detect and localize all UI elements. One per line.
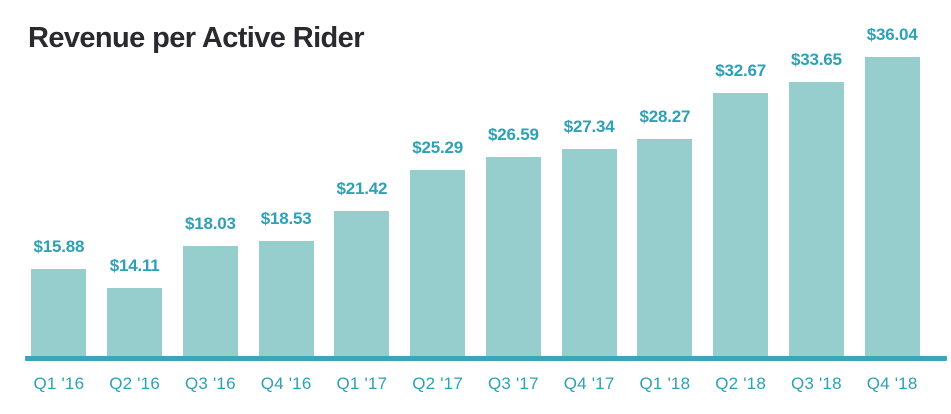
x-tick-label: Q4 '17 (563, 374, 615, 393)
bar-column: $27.34 (551, 117, 627, 357)
bar-value-label: $26.59 (487, 125, 539, 144)
x-tick-label: Q2 '18 (715, 374, 766, 393)
bar-column: $25.29 (400, 138, 476, 357)
bar-value-label: $18.03 (184, 214, 236, 233)
bar-column: $32.67 (703, 61, 779, 357)
bar (107, 288, 163, 357)
x-axis-tick-labels: Q1 '16 Q2 '16 Q3 '16 Q4 '16 Q1 '17 Q2 '17 Q3 '… (21, 374, 930, 394)
x-tick-label: Q1 '18 (639, 374, 691, 393)
chart-title: Revenue per Active Rider (28, 22, 364, 54)
bar (334, 211, 390, 357)
x-tick-label: Q4 '18 (866, 374, 918, 393)
bar-value-label: $15.88 (33, 237, 85, 256)
x-axis-line (25, 356, 947, 361)
bar-value-label: $36.04 (866, 25, 918, 44)
x-tick-label: Q1 '16 (33, 374, 85, 393)
bar-value-label: $28.27 (639, 107, 691, 126)
bar (788, 82, 844, 357)
bar-column: $33.65 (779, 50, 855, 357)
bar-value-label: $21.42 (336, 179, 388, 198)
bar (864, 57, 920, 357)
bar-column: $36.04 (854, 25, 930, 357)
bar (713, 93, 769, 357)
plot-area: $15.88 $14.11 $18.03 $18.53 $21.42 $25.29 $26.… (21, 0, 930, 357)
bar-value-label: $14.11 (109, 256, 160, 275)
bar-column: $21.42 (324, 179, 400, 357)
x-tick-label: Q3 '16 (184, 374, 236, 393)
x-tick-label: Q2 '17 (412, 374, 463, 393)
bar-value-label: $18.53 (260, 209, 312, 228)
bar-column: $18.53 (248, 209, 324, 357)
bar-value-label: $27.34 (563, 117, 615, 136)
bar (182, 246, 238, 357)
x-tick-label: Q4 '16 (260, 374, 312, 393)
bar (258, 241, 314, 357)
bar-column: $26.59 (476, 125, 552, 357)
bar (31, 269, 87, 357)
bar (561, 149, 617, 357)
bar-value-label: $25.29 (412, 138, 464, 157)
bar (485, 157, 541, 357)
x-tick-label: Q3 '18 (790, 374, 842, 393)
bar-value-label: $33.65 (790, 50, 842, 69)
x-tick-label: Q1 '17 (336, 374, 388, 393)
bar (637, 139, 693, 357)
bar-column: $28.27 (627, 107, 703, 357)
x-tick-label: Q3 '17 (487, 374, 539, 393)
bar-value-label: $32.67 (715, 61, 767, 80)
bar-column: $18.03 (173, 214, 249, 357)
bar-column: $15.88 (21, 237, 97, 357)
bar-column: $14.11 (97, 256, 173, 357)
bar (410, 170, 466, 357)
x-tick-label: Q2 '16 (109, 374, 160, 393)
